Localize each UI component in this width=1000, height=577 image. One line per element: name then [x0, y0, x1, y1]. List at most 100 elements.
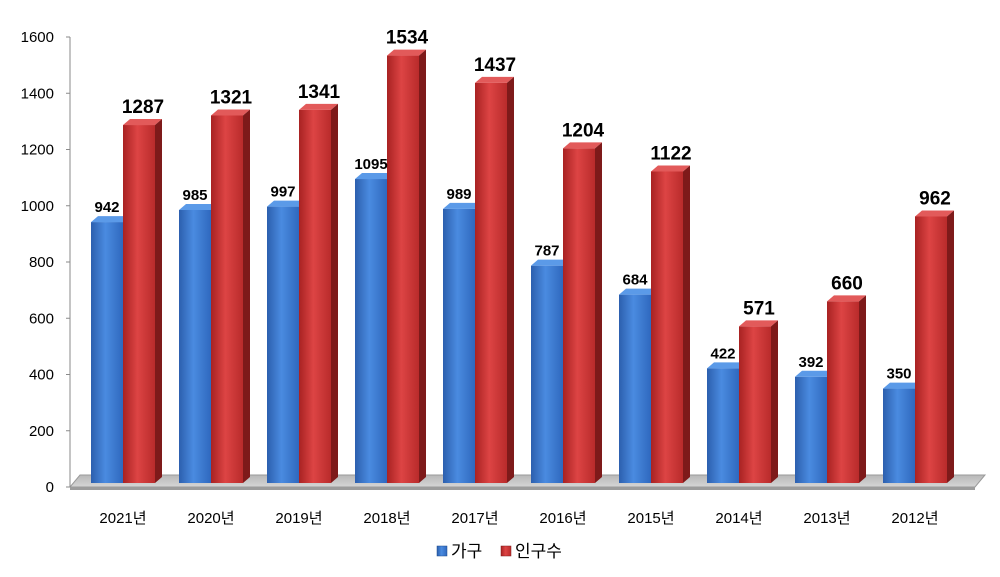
- data-label: 1341: [298, 82, 341, 103]
- legend-item-household: 가구: [436, 542, 482, 561]
- x-tick-label: 2018년: [363, 510, 410, 527]
- bar-front: [739, 326, 771, 483]
- x-tick-label: 2013년: [803, 510, 850, 527]
- data-label: 1095: [354, 156, 387, 173]
- bar-front: [563, 148, 595, 483]
- bar-front: [795, 376, 827, 483]
- bar-side: [419, 49, 426, 483]
- data-label: 1287: [122, 97, 164, 118]
- bar-top: [651, 165, 690, 172]
- x-tick-label: 2016년: [539, 510, 586, 527]
- bar-top: [795, 370, 834, 377]
- bars: [91, 49, 954, 483]
- x-tick-label: 2012년: [891, 510, 938, 527]
- bar-population: [827, 295, 866, 483]
- chart-floor-edge: [70, 487, 975, 490]
- data-label: 392: [798, 354, 823, 371]
- data-label: 787: [534, 243, 559, 260]
- bar-population: [915, 210, 954, 483]
- bar-side: [155, 119, 162, 483]
- x-tick-label: 2017년: [451, 510, 498, 527]
- data-label: 942: [94, 199, 119, 216]
- x-tick-label: 2021년: [99, 510, 146, 527]
- bar-front: [355, 179, 387, 483]
- bar-population: [651, 165, 690, 483]
- bar-top: [827, 295, 866, 302]
- bar-side: [683, 165, 690, 483]
- data-label: 1437: [474, 55, 516, 76]
- y-tick-label: 0: [46, 479, 54, 496]
- data-label: 660: [831, 273, 863, 294]
- y-tick-label: 1000: [21, 198, 54, 215]
- bar-top: [443, 202, 482, 209]
- bar-population: [387, 49, 426, 483]
- bar-side: [947, 210, 954, 483]
- x-tick-label: 2015년: [627, 510, 674, 527]
- bar-front: [915, 216, 947, 483]
- bar-top: [707, 362, 746, 369]
- bar-front: [883, 388, 915, 483]
- y-tick-label: 200: [29, 423, 54, 440]
- bar-front: [443, 208, 475, 483]
- legend-item-population: 인구수: [500, 542, 562, 561]
- data-labels: 942 1287 985 1321 997 1341 1095 1534 989 1437 787 1…: [94, 28, 950, 383]
- bar-top: [267, 200, 306, 207]
- bar-top: [475, 76, 514, 83]
- data-label: 989: [446, 186, 471, 203]
- bar-front: [211, 115, 243, 483]
- bar-top: [387, 49, 426, 56]
- x-tick-label: 2020년: [187, 510, 234, 527]
- bar-population: [475, 76, 514, 483]
- data-label: 684: [622, 272, 648, 289]
- y-tick-label: 1200: [21, 142, 54, 159]
- bar-top: [299, 103, 338, 110]
- data-label: 571: [743, 298, 775, 319]
- data-label: 1534: [386, 28, 429, 49]
- data-label: 1122: [650, 143, 691, 164]
- bar-top: [531, 259, 570, 266]
- bar-top: [123, 119, 162, 126]
- y-tick-label: 800: [29, 254, 54, 271]
- bar-population: [211, 109, 250, 483]
- bar-top: [619, 288, 658, 295]
- legend-label: 인구수: [515, 542, 562, 561]
- legend-swatch: [436, 545, 448, 557]
- data-label: 985: [182, 187, 207, 204]
- bar-side: [771, 320, 778, 483]
- bar-top: [179, 203, 218, 210]
- bar-population: [123, 119, 162, 483]
- y-tick-label: 600: [29, 310, 54, 327]
- legend-label: 가구: [451, 542, 482, 561]
- data-label: 350: [886, 366, 911, 383]
- bar-front: [387, 55, 419, 483]
- bar-side: [243, 109, 250, 483]
- bar-front: [91, 222, 123, 483]
- bar-side: [331, 103, 338, 483]
- y-tick-label: 1400: [21, 85, 54, 102]
- bar-front: [707, 368, 739, 483]
- bar-front: [299, 109, 331, 483]
- x-tick-label: 2019년: [275, 510, 322, 527]
- data-label: 1321: [210, 87, 253, 108]
- legend-swatch: [500, 545, 512, 557]
- bar-top: [563, 142, 602, 149]
- bar-front: [267, 206, 299, 483]
- data-label: 422: [710, 345, 735, 362]
- bar-front: [619, 294, 651, 483]
- bar-front: [179, 209, 211, 483]
- bar-front: [123, 125, 155, 483]
- bar-front: [827, 301, 859, 483]
- bar-top: [883, 382, 922, 389]
- bar-top: [915, 210, 954, 217]
- bar-top: [211, 109, 250, 116]
- legend: 가구 인구수: [436, 542, 562, 561]
- bar-side: [859, 295, 866, 483]
- bar-front: [475, 82, 507, 483]
- x-tick-label: 2014년: [715, 510, 762, 527]
- data-label: 997: [270, 184, 295, 201]
- bar-population: [299, 103, 338, 483]
- bar-side: [507, 76, 514, 483]
- y-tick-label: 1600: [21, 29, 54, 46]
- bar-top: [739, 320, 778, 327]
